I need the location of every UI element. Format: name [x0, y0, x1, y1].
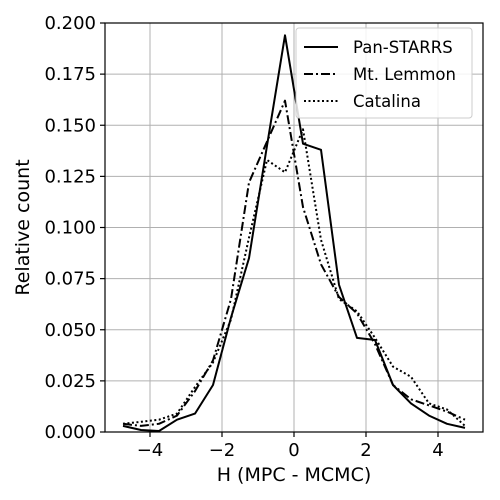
series-line-catalina	[122, 128, 466, 427]
y-axis-title: Relative count	[12, 159, 34, 295]
x-axis-title: H (MPC - MCMC)	[217, 464, 372, 486]
y-tick-label: 0.125	[44, 166, 96, 187]
legend-label-catalina: Catalina	[353, 92, 421, 111]
legend-label-pan-starrs: Pan-STARRS	[353, 38, 453, 57]
legend-label-mt-lemmon: Mt. Lemmon	[353, 65, 456, 84]
x-tick-label: 4	[432, 440, 443, 461]
x-tick-label: −2	[209, 440, 236, 461]
series-line-pan-starrs	[122, 34, 466, 432]
x-tick-label: 2	[360, 440, 371, 461]
legend-box	[295, 27, 473, 119]
y-tick-label: 0.175	[44, 64, 96, 85]
x-tick-label: −4	[137, 440, 164, 461]
y-tick-label: 0.025	[44, 371, 96, 392]
y-ticks: 0.000 0.025 0.050 0.075 0.100 0.125 0.150 0.175…	[44, 13, 105, 443]
y-tick-label: 0.000	[44, 422, 96, 443]
y-tick-label: 0.200	[44, 13, 96, 34]
x-ticks: −4 −2 0 2 4	[137, 432, 444, 461]
y-tick-label: 0.100	[44, 218, 96, 239]
legend: Pan-STARRS Mt. Lemmon Catalina	[295, 27, 473, 119]
y-tick-label: 0.050	[44, 320, 96, 341]
x-tick-label: 0	[288, 440, 299, 461]
series-line-mt-lemmon	[122, 99, 466, 427]
y-tick-label: 0.075	[44, 269, 96, 290]
series-lines	[122, 34, 466, 432]
y-tick-label: 0.150	[44, 115, 96, 136]
